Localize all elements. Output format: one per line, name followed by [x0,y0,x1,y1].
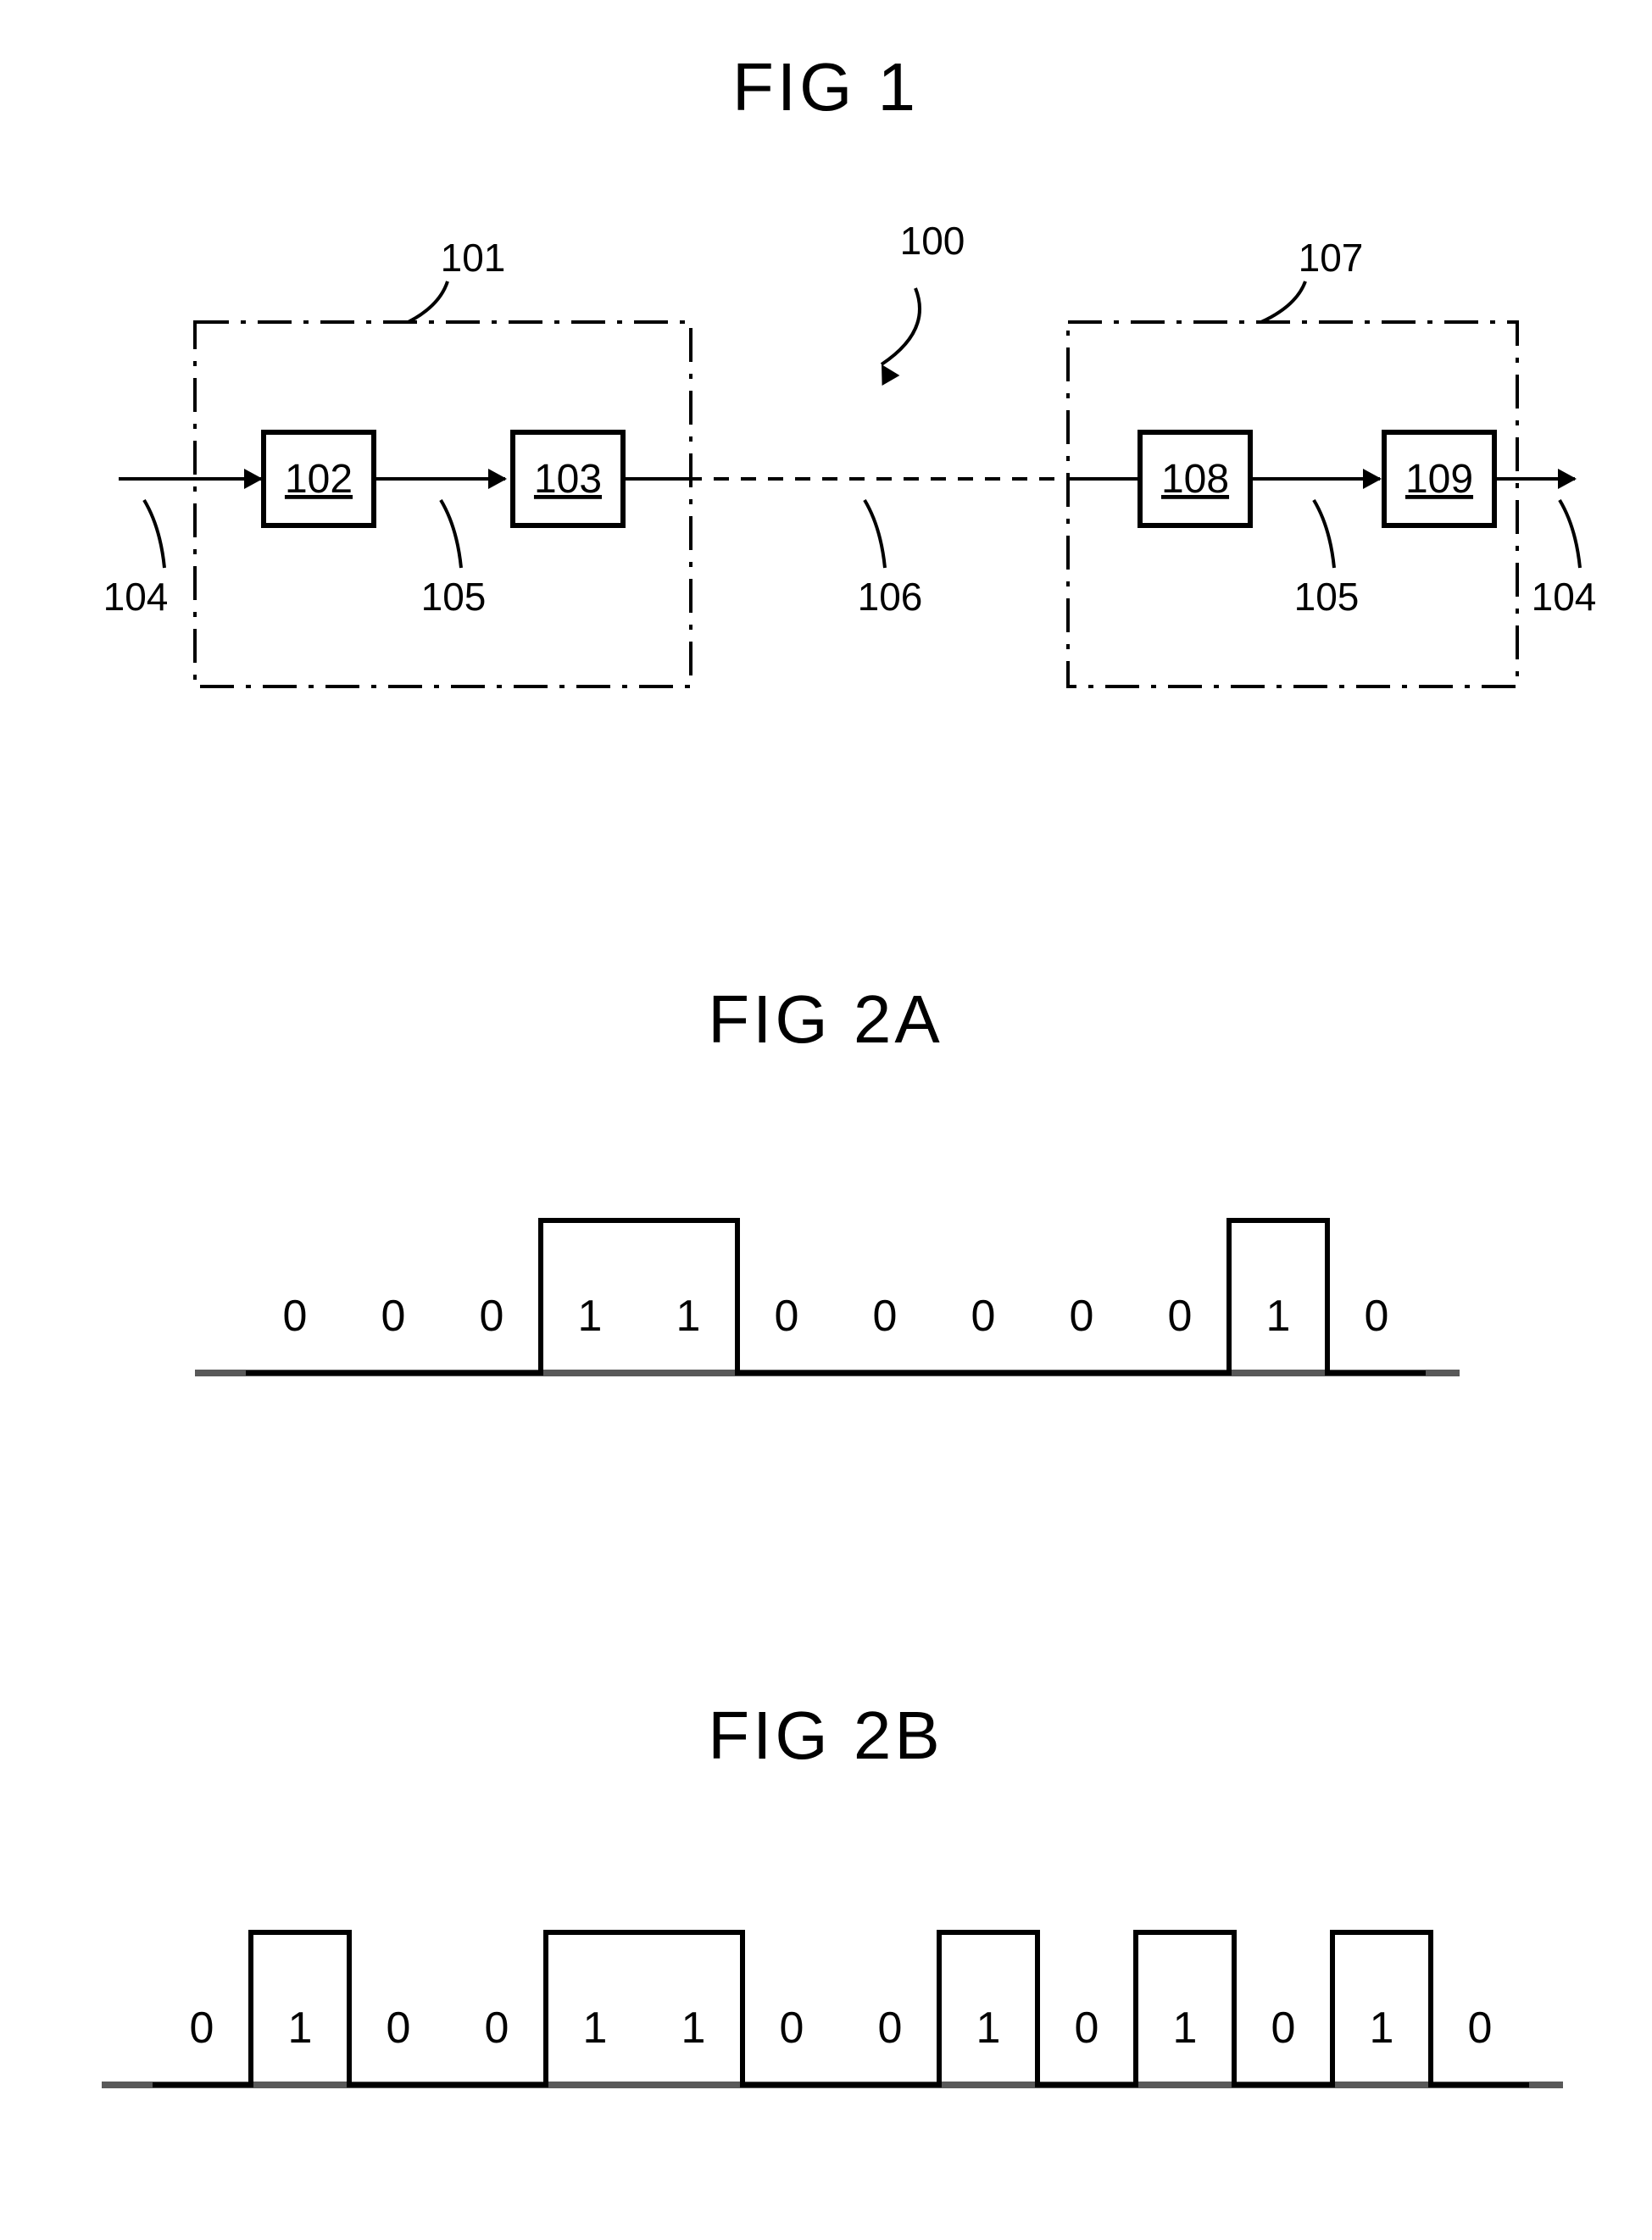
svg-text:0: 0 [878,2004,903,2053]
figure-1: FIG 1 101 107 102 103 108 109 100 104 105 106 105 10… [103,49,1597,686]
svg-text:109: 109 [1405,457,1473,502]
svg-text:0: 0 [971,1292,996,1341]
svg-text:1: 1 [1370,2004,1394,2053]
svg-text:100: 100 [900,219,965,263]
svg-text:0: 0 [775,1292,799,1341]
svg-text:104: 104 [103,575,169,619]
svg-text:101: 101 [441,236,506,280]
svg-text:0: 0 [780,2004,804,2053]
svg-text:105: 105 [1294,575,1360,619]
svg-text:0: 0 [387,2004,411,2053]
svg-text:FIG 1: FIG 1 [732,49,919,125]
svg-text:0: 0 [190,2004,214,2053]
svg-text:106: 106 [858,575,923,619]
svg-text:105: 105 [421,575,487,619]
svg-text:0: 0 [1468,2004,1493,2053]
svg-text:0: 0 [1070,1292,1094,1341]
svg-text:1: 1 [676,1292,701,1341]
svg-text:108: 108 [1161,457,1229,502]
figure-2a: FIG 2A 0 0 0 1 1 0 0 0 0 0 1 0 [195,981,1460,1373]
svg-text:1: 1 [1173,2004,1198,2053]
svg-text:0: 0 [381,1292,406,1341]
svg-text:0: 0 [283,1292,308,1341]
svg-text:1: 1 [583,2004,608,2053]
svg-text:1: 1 [288,2004,313,2053]
svg-text:104: 104 [1532,575,1597,619]
svg-text:0: 0 [1168,1292,1193,1341]
svg-text:FIG 2A: FIG 2A [708,981,943,1057]
svg-text:0: 0 [1271,2004,1296,2053]
svg-text:107: 107 [1299,236,1364,280]
svg-text:1: 1 [681,2004,706,2053]
svg-text:0: 0 [485,2004,509,2053]
figure-2b: FIG 2B 0 1 0 0 1 1 0 0 1 0 1 0 1 0 [102,1698,1563,2085]
figures-canvas: FIG 110110710210310810910010410510610510… [0,0,1652,2236]
svg-text:0: 0 [1365,1292,1389,1341]
svg-text:102: 102 [285,457,353,502]
svg-text:1: 1 [578,1292,603,1341]
svg-text:1: 1 [976,2004,1001,2053]
svg-text:0: 0 [480,1292,504,1341]
svg-text:0: 0 [873,1292,898,1341]
svg-text:103: 103 [534,457,602,502]
svg-text:FIG 2B: FIG 2B [708,1698,943,1773]
svg-text:1: 1 [1266,1292,1291,1341]
svg-text:0: 0 [1075,2004,1099,2053]
